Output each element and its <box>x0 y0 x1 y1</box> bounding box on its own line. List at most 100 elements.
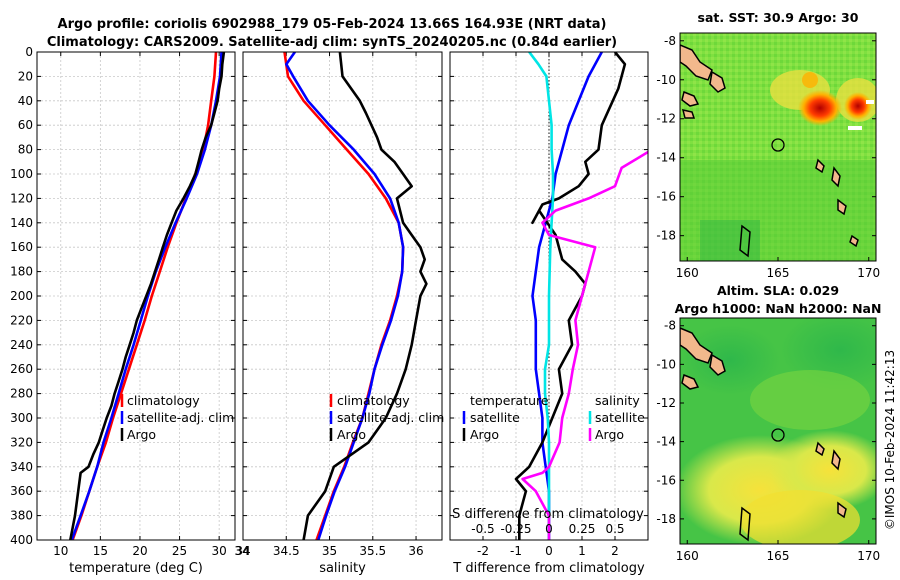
imos-watermark: ©IMOS 10-Feb-2024 11:42:13 <box>883 350 897 530</box>
sla-map <box>680 318 876 544</box>
map-y-tick-label: -18 <box>656 229 676 243</box>
x-tick-label: 30 <box>212 544 227 558</box>
s-tick-label: 0.25 <box>569 522 596 536</box>
argo-location-marker <box>771 428 785 442</box>
x-tick-label: 36 <box>408 544 423 558</box>
sst-map-title: sat. SST: 30.9 Argo: 30 <box>698 10 859 25</box>
y-tick-label: 80 <box>18 143 33 157</box>
y-tick-label: 220 <box>10 313 33 327</box>
series-argo <box>69 52 226 540</box>
salinity-legend: climatology satellite-adj. clim Argo <box>329 393 444 442</box>
series-temperature-satellite <box>531 52 603 540</box>
series-satellite-adj-clim <box>70 52 223 540</box>
s-tick-label: 0.5 <box>605 522 624 536</box>
y-tick-label: 360 <box>10 484 33 498</box>
legend-climatology-label: climatology <box>337 393 410 408</box>
x-axis-label: temperature (deg C) <box>69 561 203 576</box>
map-y-tick-label: -12 <box>656 112 676 126</box>
y-tick-label: 300 <box>10 411 33 425</box>
y-tick-label: 120 <box>10 191 33 205</box>
legend-s-argo-label: Argo <box>595 427 624 442</box>
y-tick-label: 340 <box>10 460 33 474</box>
y-tick-label: 320 <box>10 435 33 449</box>
plot-frame <box>242 51 443 541</box>
legend-satellite-label: satellite-adj. clim <box>127 410 234 425</box>
temperature-legend: climatology satellite-adj. clim Argo <box>120 393 234 442</box>
temperature-panel: 0 20 40 60 80 100 120 140 160 180 200 220 240 260 280 3… <box>10 45 236 576</box>
map-y-tick-label: -18 <box>656 512 676 526</box>
s-tick-label: 0 <box>545 522 553 536</box>
series-argo <box>302 52 428 540</box>
header-line2: Climatology: CARS2009. Satellite-adj cli… <box>47 35 617 50</box>
y-tick-label: 180 <box>10 265 33 279</box>
x-tick-label: 34.5 <box>273 544 300 558</box>
legend-argo-label: Argo <box>127 427 156 442</box>
x-tick-label: 1 <box>578 544 586 558</box>
sla-map-ticks: 160 165 170 -8 -10 -12 -14 -16 -18 <box>656 319 880 563</box>
legend-temperature-title: temperature <box>470 393 549 408</box>
argo-location-marker <box>771 138 785 152</box>
sla-map-subtitle: Argo h1000: NaN h2000: NaN <box>675 301 882 316</box>
plot-frame <box>36 51 236 541</box>
y-tick-label: 240 <box>10 338 33 352</box>
legend-salinity-title: salinity <box>595 393 640 408</box>
map-y-tick-label: -10 <box>656 73 676 87</box>
series-temperature-argo <box>514 52 627 540</box>
map-y-tick-label: -12 <box>656 396 676 410</box>
x-tick-label: 2 <box>611 544 619 558</box>
y-tick-label: 400 <box>10 533 33 547</box>
x-axis-label: T difference from climatology <box>452 561 645 576</box>
s-difference-ticks: -0.5 -0.25 0 0.25 0.5 <box>471 522 624 536</box>
x-tick-label: 0 <box>545 544 553 558</box>
plot-frame <box>449 51 649 541</box>
difference-legend: temperature satellite Argo salinity sate… <box>462 393 645 442</box>
map-y-tick-label: -14 <box>656 435 676 449</box>
y-tick-label: 260 <box>10 362 33 376</box>
legend-argo-label: Argo <box>337 427 366 442</box>
x-tick-label: 35.5 <box>359 544 386 558</box>
legend-t-argo-label: Argo <box>470 427 499 442</box>
legend-t-satellite-label: satellite <box>470 410 520 425</box>
map-y-tick-label: -8 <box>664 34 676 48</box>
x-tick-label: -2 <box>477 544 489 558</box>
y-tick-label: 100 <box>10 167 33 181</box>
legend-climatology-label: climatology <box>127 393 200 408</box>
map-x-tick-label: 165 <box>767 549 790 563</box>
y-tick-label: 280 <box>10 387 33 401</box>
s-tick-label: -0.5 <box>471 522 494 536</box>
series-salinity-argo <box>521 150 648 540</box>
x-tick-label: 15 <box>93 544 108 558</box>
map-y-tick-label: -8 <box>664 319 676 333</box>
y-tick-label: 0 <box>25 45 33 59</box>
sla-map-title: Altim. SLA: 0.029 <box>717 283 839 298</box>
y-tick-label: 60 <box>18 118 33 132</box>
map-y-tick-label: -14 <box>656 151 676 165</box>
y-tick-label: 140 <box>10 216 33 230</box>
x-tick-label: 34 <box>235 544 250 558</box>
y-tick-label: 200 <box>10 289 33 303</box>
legend-satellite-label: satellite-adj. clim <box>337 410 444 425</box>
x-axis-label: salinity <box>319 561 366 576</box>
legend-s-satellite-label: satellite <box>595 410 645 425</box>
map-x-tick-label: 165 <box>767 266 790 280</box>
map-x-tick-label: 170 <box>857 266 880 280</box>
y-tick-label: 160 <box>10 240 33 254</box>
y-tick-label: 380 <box>10 509 33 523</box>
series-salinity-satellite <box>528 52 555 540</box>
map-y-tick-label: -16 <box>656 190 676 204</box>
difference-panel: -2 -1 0 1 2 T difference from climatology <box>449 51 649 576</box>
map-x-tick-label: 170 <box>857 549 880 563</box>
x-tick-label: 34 <box>234 544 249 558</box>
sst-coastlines <box>680 44 859 258</box>
y-tick-label: 20 <box>18 69 33 83</box>
x-tick-label: -1 <box>510 544 522 558</box>
sst-map-ticks: 160 165 170 -8 -10 -12 -14 -16 -18 <box>656 34 880 280</box>
sst-map <box>680 33 876 261</box>
map-x-tick-label: 160 <box>676 549 699 563</box>
map-x-tick-label: 160 <box>676 266 699 280</box>
x-tick-label: 10 <box>53 544 68 558</box>
y-tick-label: 40 <box>18 94 33 108</box>
header-line1: Argo profile: coriolis 6902988_179 05-Fe… <box>58 17 607 32</box>
